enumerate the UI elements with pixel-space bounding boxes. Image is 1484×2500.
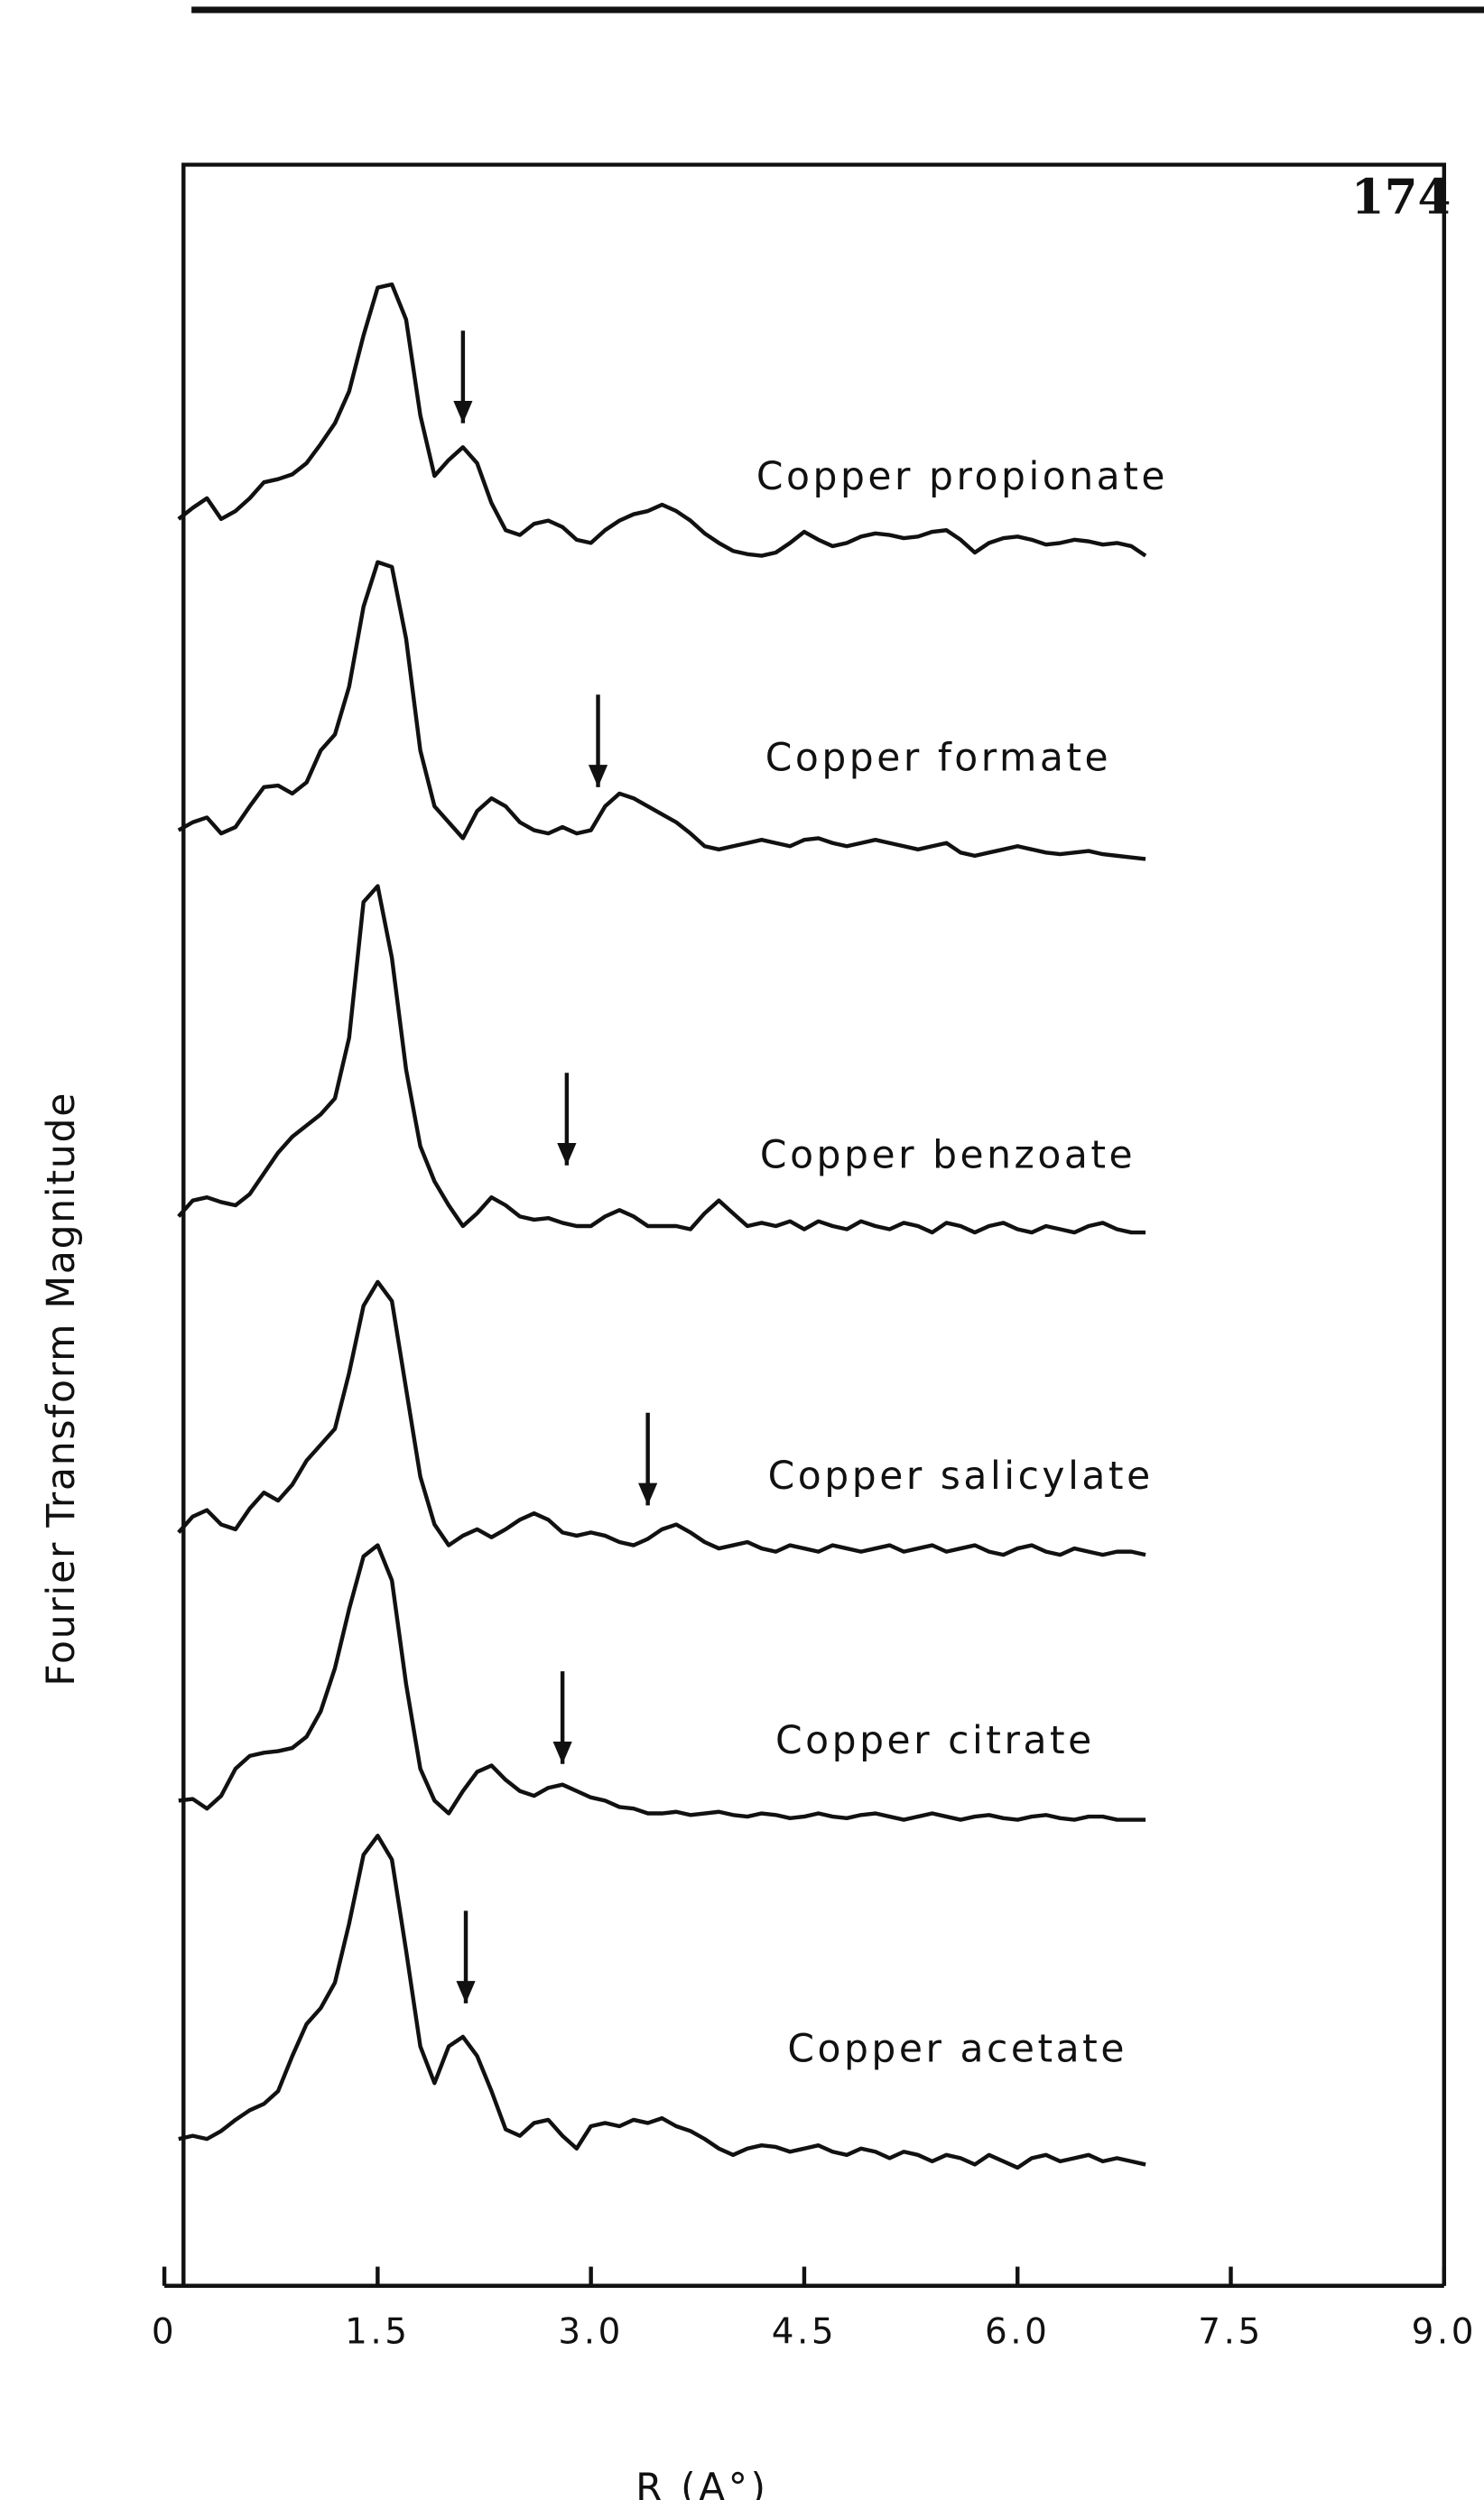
spectrum-line [178, 1543, 1146, 1822]
x-tick-label: 7.5 [1198, 2311, 1263, 2352]
x-tick-label: 0 [152, 2311, 177, 2352]
arrow-head [453, 401, 473, 423]
x-tick-label: 4.5 [772, 2311, 837, 2352]
x-tick-label: 1.5 [345, 2311, 410, 2352]
series-label: Copper formate [765, 736, 1111, 780]
arrow-head [456, 1981, 476, 2003]
series-label: Copper citrate [775, 1719, 1095, 1763]
spectrum-line [177, 282, 1147, 558]
x-tick-label: 9.0 [1412, 2311, 1477, 2352]
arrow-head [557, 1143, 577, 1166]
series-label: Copper benzoate [760, 1133, 1136, 1177]
x-tick-label: 6.0 [985, 2311, 1050, 2352]
arrow-head [552, 1741, 572, 1764]
spectrum-line [177, 560, 1146, 861]
arrow-head [588, 765, 608, 787]
page-number: 174 [1351, 169, 1452, 226]
series-label: Copper acetate [787, 2027, 1127, 2071]
spectrum-line [177, 884, 1146, 1235]
series-label: Copper propionate [756, 455, 1168, 499]
y-axis-label: Fourier Transform Magnitude [40, 1092, 84, 1687]
series-label: Copper salicylate [768, 1454, 1154, 1499]
arrow-head [638, 1482, 658, 1506]
x-axis-label: R (A°) [635, 2467, 768, 2500]
x-tick-label: 3.0 [558, 2311, 623, 2352]
spectrum-line [178, 1834, 1146, 2170]
spectrum-line [177, 1279, 1146, 1557]
plot-frame [181, 163, 1447, 2286]
